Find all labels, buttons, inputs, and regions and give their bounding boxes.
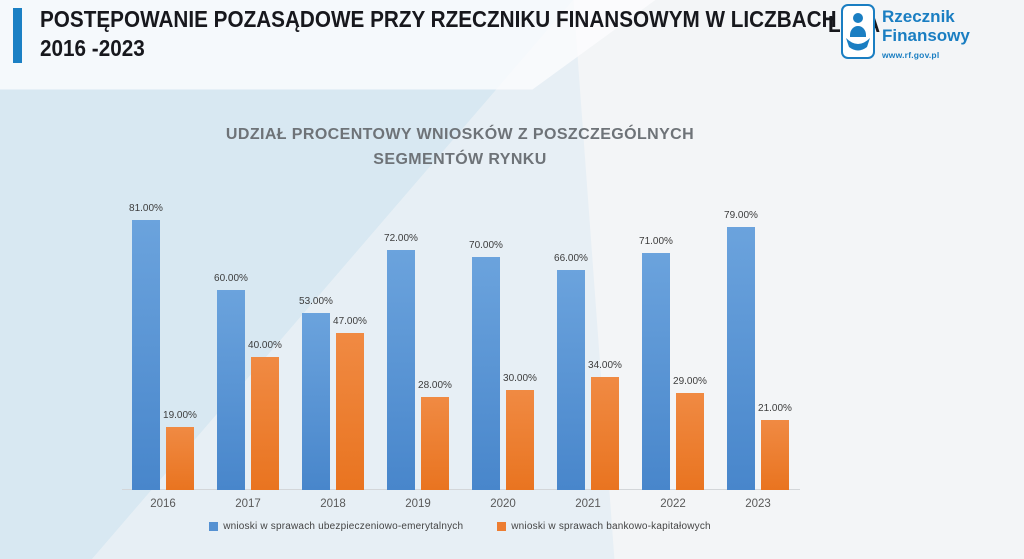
- value-label-series0-2018: 53.00%: [299, 296, 333, 307]
- bar-series0-2019: [387, 250, 415, 490]
- year-label-2021: 2021: [575, 498, 601, 510]
- value-label-series0-2016: 81.00%: [129, 203, 163, 214]
- title-accent-bar: [13, 8, 22, 63]
- year-label-2017: 2017: [235, 498, 261, 510]
- chart-title-line1: UDZIAŁ PROCENTOWY WNIOSKÓW Z POSZCZEGÓLN…: [225, 126, 695, 143]
- slide-title: POSTĘPOWANIE POZASĄDOWE PRZY RZECZNIKU F…: [40, 5, 925, 63]
- bar-series0-2022: [642, 253, 670, 490]
- value-label-series1-2018: 47.00%: [333, 316, 367, 327]
- year-label-2020: 2020: [490, 498, 516, 510]
- rf-logo-name-line2: Finansowy: [882, 26, 970, 45]
- bar-series1-2016: [166, 427, 194, 490]
- bar-group-2023: 79.00% 21.00% 2023: [724, 190, 792, 510]
- bar-series0-2017: [217, 290, 245, 490]
- year-label-2019: 2019: [405, 498, 431, 510]
- year-label-2023: 2023: [745, 498, 771, 510]
- bar-series0-2020: [472, 257, 500, 490]
- bar-series0-2018: [302, 313, 330, 490]
- year-label-2022: 2022: [660, 498, 686, 510]
- rf-logo-text: Rzecznik Finansowy www.rf.gov.pl: [882, 7, 970, 60]
- legend-item-1: wnioski w sprawach bankowo-kapitałowych: [497, 521, 711, 532]
- bar-chart-plot-area: 81.00% 19.00% 2016 60.00% 40.00% 2017 53.00% 47…: [115, 190, 805, 510]
- value-label-series0-2020: 70.00%: [469, 240, 503, 251]
- value-label-series0-2023: 79.00%: [724, 210, 758, 221]
- slide-title-line2: 2016 -2023: [40, 35, 145, 61]
- bar-series1-2023: [761, 420, 789, 490]
- bar-group-2022: 71.00% 29.00% 2022: [639, 190, 707, 510]
- rf-logo-name-line1: Rzecznik: [882, 7, 955, 26]
- rf-logo-icon: [841, 4, 875, 59]
- bar-series0-2021: [557, 270, 585, 490]
- legend-label-0: wnioski w sprawach ubezpieczeniowo-emery…: [223, 521, 464, 532]
- year-label-2016: 2016: [150, 498, 176, 510]
- bar-group-2017: 60.00% 40.00% 2017: [214, 190, 282, 510]
- rf-logo-url: www.rf.gov.pl: [882, 50, 940, 60]
- x-axis-line: [122, 489, 800, 490]
- bar-group-2018: 53.00% 47.00% 2018: [299, 190, 367, 510]
- value-label-series1-2021: 34.00%: [588, 360, 622, 371]
- legend-item-0: wnioski w sprawach ubezpieczeniowo-emery…: [209, 521, 463, 532]
- slide-title-line1: POSTĘPOWANIE POZASĄDOWE PRZY RZECZNIKU F…: [40, 6, 837, 32]
- bar-series1-2021: [591, 377, 619, 490]
- value-label-series1-2020: 30.00%: [503, 373, 537, 384]
- bar-series1-2018: [336, 333, 364, 490]
- bar-group-2021: 66.00% 34.00% 2021: [554, 190, 622, 510]
- bar-series1-2017: [251, 357, 279, 490]
- value-label-series1-2016: 19.00%: [163, 410, 197, 421]
- legend-swatch-icon: [497, 522, 507, 531]
- legend-swatch-icon: [209, 522, 219, 531]
- bar-group-2016: 81.00% 19.00% 2016: [129, 190, 197, 510]
- chart-title-line2: SEGMENTÓW RYNKU: [373, 151, 547, 168]
- bar-series0-2023: [727, 227, 755, 490]
- bar-group-2020: 70.00% 30.00% 2020: [469, 190, 537, 510]
- bar-series1-2020: [506, 390, 534, 490]
- value-label-series1-2019: 28.00%: [418, 380, 452, 391]
- value-label-series1-2023: 21.00%: [758, 403, 792, 414]
- value-label-series1-2022: 29.00%: [673, 376, 707, 387]
- chart-legend: wnioski w sprawach ubezpieczeniowo-emery…: [115, 521, 805, 532]
- year-label-2018: 2018: [320, 498, 346, 510]
- bar-series0-2016: [132, 220, 160, 490]
- value-label-series0-2017: 60.00%: [214, 273, 248, 284]
- value-label-series0-2019: 72.00%: [384, 233, 418, 244]
- bar-series1-2019: [421, 397, 449, 490]
- value-label-series1-2017: 40.00%: [248, 340, 282, 351]
- bar-group-2019: 72.00% 28.00% 2019: [384, 190, 452, 510]
- hand-holding-person-icon: [846, 13, 870, 51]
- value-label-series0-2021: 66.00%: [554, 253, 588, 264]
- chart-title: UDZIAŁ PROCENTOWY WNIOSKÓW Z POSZCZEGÓLN…: [115, 122, 805, 172]
- bar-series1-2022: [676, 393, 704, 490]
- value-label-series0-2022: 71.00%: [639, 236, 673, 247]
- legend-label-1: wnioski w sprawach bankowo-kapitałowych: [511, 521, 711, 532]
